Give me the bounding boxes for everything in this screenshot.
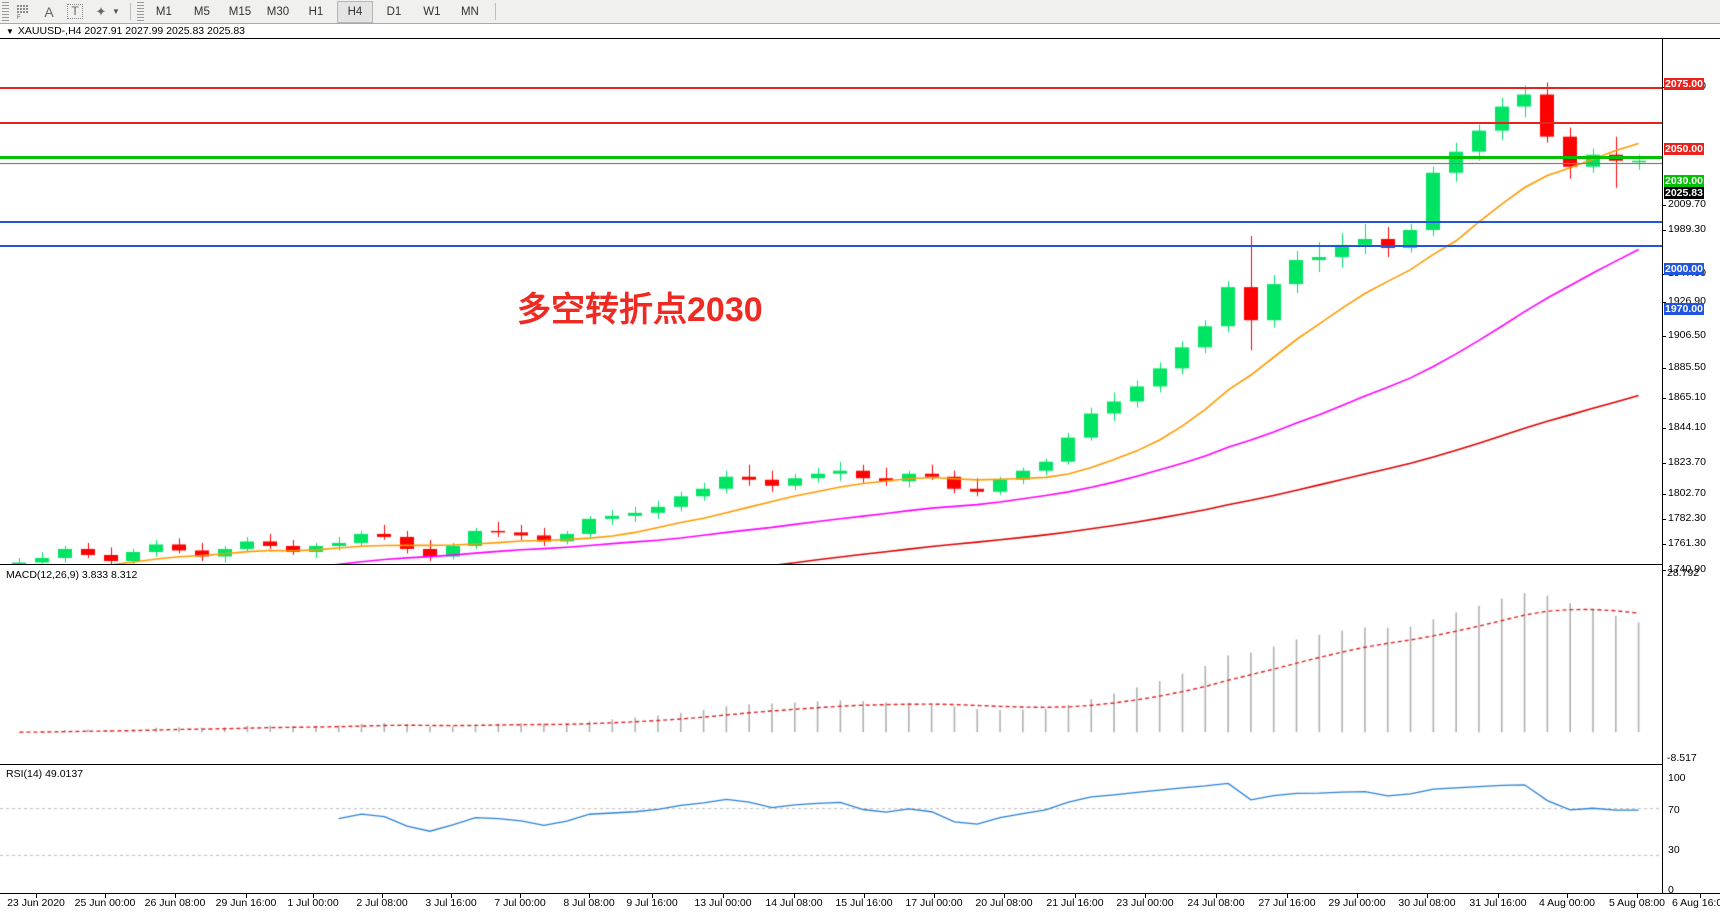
timeframe-mn[interactable]: MN	[460, 5, 479, 18]
rsi-tick: 100	[1668, 772, 1686, 784]
rsi-tick: 0	[1668, 884, 1674, 896]
price-tick: 2009.70	[1663, 198, 1706, 210]
time-tick-label: 25 Jun 00:00	[74, 897, 136, 909]
time-tick-label: 1 Jul 00:00	[287, 897, 339, 909]
time-tick-label: 15 Jul 16:00	[835, 897, 893, 909]
time-tick-label: 17 Jul 00:00	[905, 897, 963, 909]
level-line-2050-00[interactable]	[0, 122, 1662, 124]
time-tick-label: 2 Jul 08:00	[356, 897, 408, 909]
rsi-label: RSI(14) 49.0137	[6, 768, 84, 780]
time-tick-label: 29 Jul 00:00	[1328, 897, 1386, 909]
level-line-2025-83[interactable]	[0, 163, 1662, 164]
toolbar-divider	[129, 3, 131, 20]
time-tick-label: 6 Aug 16:00	[1671, 897, 1720, 909]
timeframe-m5[interactable]: M5	[193, 5, 210, 18]
macd-label: MACD(12,26,9) 3.833 8.312	[6, 569, 138, 581]
timeframe-m30[interactable]: M30	[266, 5, 290, 18]
price-level-label: 2050.00	[1664, 143, 1704, 155]
timeframe-w1[interactable]: W1	[423, 5, 441, 18]
time-tick-label: 23 Jun 2020	[7, 897, 65, 909]
main-toolbar: F A T ✦ ▼ M1 M5 M15 M30 H1 H4 D1 W1 MN	[0, 0, 1720, 24]
time-tick-label: 8 Jul 08:00	[563, 897, 615, 909]
time-tick-label: 14 Jul 08:00	[765, 897, 823, 909]
time-tick-label: 13 Jul 00:00	[694, 897, 752, 909]
price-level-label: 2075.00	[1664, 78, 1704, 90]
time-tick-label: 27 Jul 16:00	[1258, 897, 1316, 909]
time-tick-label: 7 Jul 00:00	[494, 897, 546, 909]
time-tick-label: 4 Aug 00:00	[1538, 897, 1596, 909]
price-tick: 1844.10	[1663, 421, 1706, 433]
price-tick: 1761.30	[1663, 537, 1706, 549]
symbol-info-text: XAUUSD-,H4 2027.91 2027.99 2025.83 2025.…	[17, 25, 246, 37]
text-label-icon[interactable]: A	[44, 3, 54, 20]
toolbar-divider-2	[494, 3, 496, 20]
timeframe-group: M1 M5 M15 M30 H1 H4 D1 W1 MN	[145, 0, 489, 23]
price-pane[interactable]: 多空转折点2030	[0, 39, 1662, 564]
price-tick: 1906.50	[1663, 329, 1706, 341]
chart-annotation-text: 多空转折点2030	[517, 291, 763, 329]
macd-pane[interactable]: MACD(12,26,9) 3.833 8.312	[0, 564, 1662, 765]
time-tick-label: 21 Jul 16:00	[1046, 897, 1104, 909]
time-tick-label: 5 Aug 08:00	[1608, 897, 1666, 909]
time-tick-label: 31 Jul 16:00	[1469, 897, 1527, 909]
rsi-canvas	[0, 765, 1662, 893]
time-tick-label: 30 Jul 08:00	[1398, 897, 1456, 909]
crosshair-icon[interactable]: F	[10, 1, 36, 23]
price-tick: 1865.10	[1663, 391, 1706, 403]
time-tick-label: 23 Jul 00:00	[1116, 897, 1174, 909]
level-line-1970-00[interactable]	[0, 245, 1662, 247]
level-line-2075-00[interactable]	[0, 87, 1662, 89]
price-tick: 1802.70	[1663, 487, 1706, 499]
rsi-tick: 30	[1668, 844, 1680, 856]
chart-area[interactable]: ▼ XAUUSD-,H4 2027.91 2027.99 2025.83 202…	[0, 24, 1720, 919]
timeframe-m1[interactable]: M1	[155, 5, 172, 18]
time-tick-label: 24 Jul 08:00	[1187, 897, 1245, 909]
price-level-label: 2030.00	[1664, 175, 1704, 187]
price-tick: 1740.90	[1663, 563, 1706, 575]
time-tick-label: 3 Jul 16:00	[425, 897, 477, 909]
macd-top-value: 28.792	[1667, 567, 1700, 579]
text-box-icon[interactable]: T	[62, 1, 88, 23]
symbol-dropdown-icon[interactable]: ▼	[6, 26, 14, 36]
price-tick: 1782.30	[1663, 512, 1706, 524]
timeframe-grip[interactable]	[136, 2, 144, 21]
price-level-label: 2000.00	[1664, 263, 1704, 275]
level-line-2030-00[interactable]	[0, 156, 1662, 159]
timeframe-m15[interactable]: M15	[228, 5, 252, 18]
rsi-tick: 70	[1668, 804, 1680, 816]
price-tick: 1823.70	[1663, 456, 1706, 468]
timeframe-h1[interactable]: H1	[308, 5, 324, 18]
time-tick-label: 29 Jun 16:00	[215, 897, 277, 909]
chevron-down-icon[interactable]: ▼	[112, 7, 120, 16]
macd-canvas	[0, 565, 1662, 764]
price-level-label: 1970.00	[1664, 303, 1704, 315]
rsi-pane[interactable]: RSI(14) 49.0137	[0, 764, 1662, 894]
timeframe-d1[interactable]: D1	[386, 5, 402, 18]
price-scale[interactable]: 2072.102009.701989.301947.901926.901906.…	[1662, 39, 1720, 896]
timeframe-h4[interactable]: H4	[336, 0, 373, 23]
svg-text:F: F	[17, 15, 21, 19]
symbol-info-bar: ▼ XAUUSD-,H4 2027.91 2027.99 2025.83 202…	[0, 24, 1720, 39]
time-tick-label: 9 Jul 16:00	[626, 897, 678, 909]
level-line-2000-00[interactable]	[0, 221, 1662, 223]
time-axis[interactable]: 23 Jun 2020 25 Jun 00:00 26 Jun 08:00 29 Ju…	[0, 893, 1720, 919]
time-tick-label: 20 Jul 08:00	[975, 897, 1033, 909]
price-level-label: 2025.83	[1664, 187, 1704, 199]
price-tick: 1885.50	[1663, 361, 1706, 373]
objects-icon[interactable]: ✦	[95, 3, 107, 19]
candlestick-canvas	[0, 39, 1662, 564]
time-tick-label: 26 Jun 08:00	[144, 897, 206, 909]
macd-bottom-value: -8.517	[1667, 752, 1697, 764]
toolbar-grip[interactable]	[2, 2, 9, 21]
price-tick: 1989.30	[1663, 223, 1706, 235]
